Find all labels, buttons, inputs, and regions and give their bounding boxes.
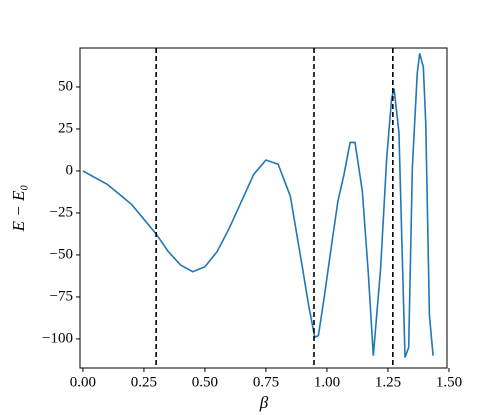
x-tick-label: 1.00: [314, 374, 340, 390]
y-tick-label: 0: [66, 162, 74, 178]
y-axis-label: E − E₀: [9, 185, 28, 233]
y-tick-label: −75: [50, 288, 73, 304]
y-tick-label: −50: [50, 246, 73, 262]
y-tick-label: 25: [58, 120, 73, 136]
x-tick-label: 1.25: [375, 374, 401, 390]
x-axis-label: β: [259, 393, 269, 412]
x-tick-label: 0.50: [192, 374, 218, 390]
y-tick-label: 50: [58, 78, 73, 94]
x-tick-label: 0.00: [70, 374, 96, 390]
x-tick-label: 0.25: [131, 374, 157, 390]
y-tick-label: −100: [42, 330, 73, 346]
plot-frame: [79, 47, 448, 369]
x-tick-label: 0.75: [253, 374, 279, 390]
y-tick-label: −25: [50, 204, 73, 220]
data-line: [82, 53, 434, 358]
x-tick-label: 1.50: [436, 374, 462, 390]
